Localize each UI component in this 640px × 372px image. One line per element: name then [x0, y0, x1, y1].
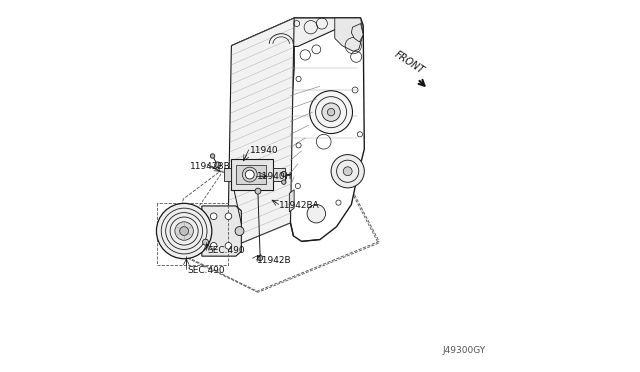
Circle shape — [175, 222, 193, 240]
Circle shape — [180, 227, 189, 235]
Circle shape — [282, 180, 286, 185]
Circle shape — [211, 243, 217, 249]
Text: SEC.490: SEC.490 — [187, 266, 225, 275]
Circle shape — [215, 162, 221, 168]
Circle shape — [225, 213, 232, 219]
Circle shape — [281, 171, 287, 177]
Polygon shape — [273, 169, 285, 181]
Circle shape — [156, 203, 212, 259]
Circle shape — [307, 205, 326, 223]
Polygon shape — [351, 23, 363, 42]
Text: 11940H: 11940H — [257, 171, 292, 180]
Polygon shape — [236, 166, 266, 184]
Circle shape — [211, 154, 215, 158]
Polygon shape — [202, 206, 241, 256]
Polygon shape — [228, 18, 294, 249]
Circle shape — [211, 213, 217, 219]
Circle shape — [225, 243, 232, 249]
Polygon shape — [335, 18, 363, 51]
Text: J49300GY: J49300GY — [442, 346, 486, 355]
Circle shape — [331, 155, 364, 188]
Circle shape — [310, 91, 353, 134]
Text: 11942BB: 11942BB — [190, 162, 231, 171]
Circle shape — [322, 103, 340, 121]
Circle shape — [203, 239, 209, 245]
Polygon shape — [224, 168, 230, 181]
Polygon shape — [289, 190, 294, 212]
Text: SEC.490: SEC.490 — [207, 246, 245, 255]
Circle shape — [343, 167, 352, 176]
Circle shape — [258, 256, 263, 260]
Text: 11940: 11940 — [250, 147, 278, 155]
Circle shape — [235, 227, 244, 235]
Text: 11942BA: 11942BA — [280, 201, 320, 210]
Text: 11942B: 11942B — [257, 256, 292, 265]
Polygon shape — [289, 18, 364, 241]
Circle shape — [255, 188, 261, 194]
Circle shape — [245, 170, 254, 179]
Polygon shape — [230, 160, 273, 190]
Circle shape — [328, 109, 335, 116]
Polygon shape — [232, 18, 360, 46]
Text: FRONT: FRONT — [393, 49, 426, 76]
